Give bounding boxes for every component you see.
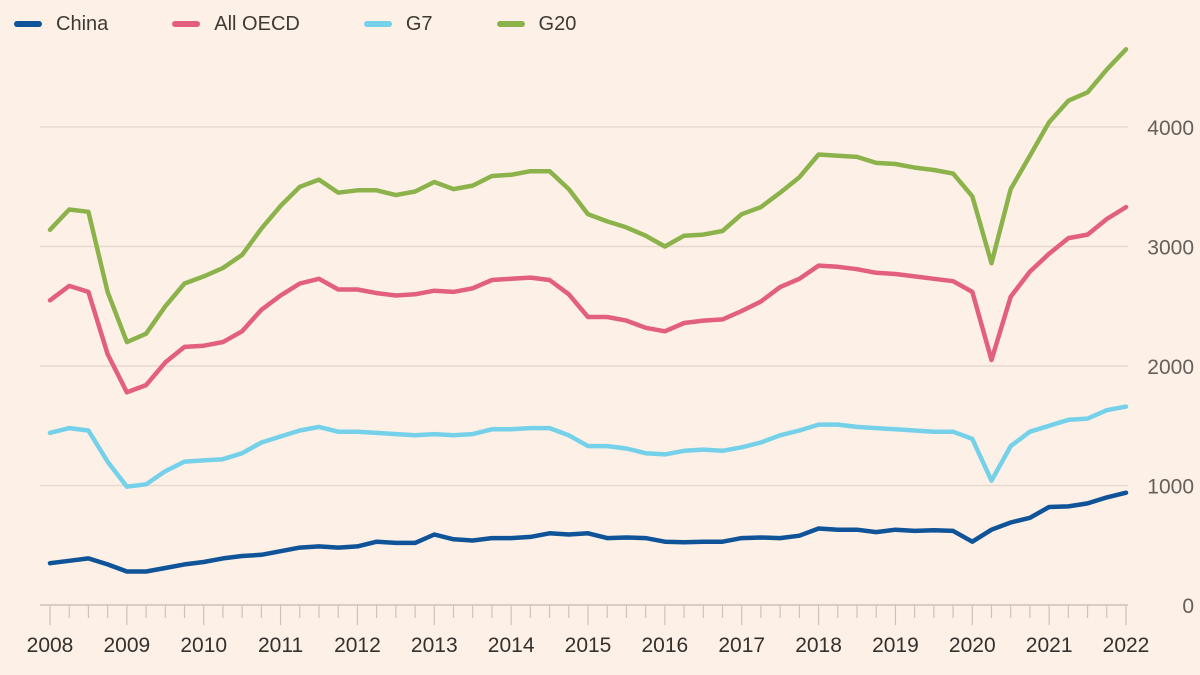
- legend-label-china: China: [56, 12, 109, 35]
- legend-item-china: China: [14, 8, 108, 40]
- legend-label-all-oecd: All OECD: [214, 12, 300, 35]
- chart-legend: China All OECD G7 G20: [14, 8, 640, 40]
- x-tick-label-2019: 2019: [872, 634, 919, 657]
- x-tick-label-2013: 2013: [411, 634, 458, 657]
- series-line-g7: [47, 404, 1129, 489]
- x-tick-label-2018: 2018: [795, 634, 842, 657]
- x-tick-label-2016: 2016: [641, 634, 688, 657]
- legend-label-g7: G7: [405, 12, 433, 35]
- x-tick-label-2022: 2022: [1103, 634, 1150, 657]
- y-tick-label-0: 0: [1182, 595, 1194, 618]
- legend-swatch-g20: [496, 21, 525, 27]
- x-tick-label-2014: 2014: [488, 634, 535, 657]
- x-tick-label-2011: 2011: [258, 634, 303, 657]
- legend-swatch-all-oecd: [172, 21, 201, 27]
- legend-item-g7: G7: [363, 8, 433, 40]
- x-tick-label-2015: 2015: [565, 634, 612, 657]
- legend-item-all-oecd: All OECD: [172, 8, 300, 40]
- y-tick-label-4000: 4000: [1147, 117, 1194, 140]
- legend-swatch-china: [14, 21, 42, 27]
- legend-item-g20: G20: [496, 8, 577, 40]
- x-tick-label-2017: 2017: [718, 634, 765, 657]
- x-tick-label-2020: 2020: [949, 634, 996, 657]
- y-tick-label-1000: 1000: [1147, 476, 1194, 499]
- x-tick-label-2008: 2008: [27, 634, 74, 657]
- y-tick-label-3000: 3000: [1147, 237, 1194, 260]
- legend-label-g20: G20: [538, 12, 577, 35]
- x-tick-label-2021: 2021: [1026, 634, 1073, 657]
- x-tick-label-2010: 2010: [180, 634, 227, 657]
- legend-swatch-g7: [363, 21, 392, 27]
- x-tick-label-2009: 2009: [103, 634, 150, 657]
- y-tick-label-2000: 2000: [1147, 356, 1194, 379]
- series-line-all-oecd: [47, 204, 1129, 395]
- series-line-g20: [47, 47, 1129, 345]
- series-line-china: [47, 490, 1129, 574]
- x-tick-label-2012: 2012: [334, 634, 381, 657]
